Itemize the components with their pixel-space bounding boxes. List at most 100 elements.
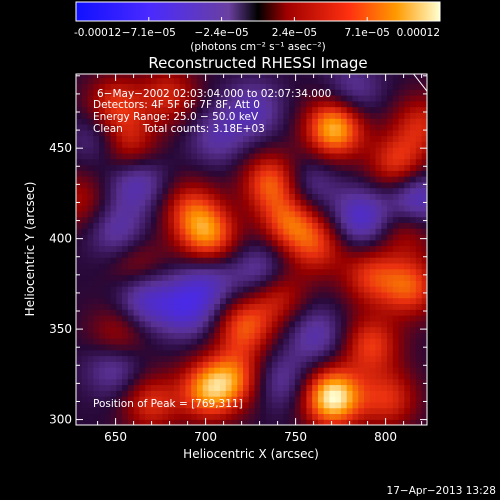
heatmap-cell xyxy=(387,170,394,177)
heatmap-cell xyxy=(202,170,210,177)
heatmap-cell xyxy=(369,123,377,131)
heatmap-cell xyxy=(364,222,371,229)
heatmap-cell xyxy=(104,390,112,397)
heatmap-cell xyxy=(340,193,348,200)
heatmap-cell xyxy=(323,83,331,90)
heatmap-cell xyxy=(231,106,238,113)
heatmap-cell xyxy=(133,280,140,287)
heatmap-cell xyxy=(352,303,359,310)
heatmap-cell xyxy=(289,274,296,281)
heatmap-cell xyxy=(300,262,307,270)
heatmap-cell xyxy=(127,222,135,229)
heatmap-cell xyxy=(283,291,290,299)
heatmap-cell xyxy=(340,152,348,160)
heatmap-cell xyxy=(260,176,267,183)
heatmap-cell xyxy=(415,193,423,200)
heatmap-cell xyxy=(202,204,210,212)
heatmap-cell xyxy=(352,251,359,258)
heatmap-cell xyxy=(369,112,377,119)
heatmap-cell xyxy=(202,100,210,108)
heatmap-cell xyxy=(220,291,227,299)
heatmap-cell xyxy=(116,407,123,415)
heatmap-cell xyxy=(271,407,279,415)
heatmap-cell xyxy=(421,355,427,362)
heatmap-cell xyxy=(196,164,204,171)
heatmap-cell xyxy=(116,204,123,212)
heatmap-cell xyxy=(387,419,394,425)
heatmap-cell xyxy=(415,390,423,397)
heatmap-cell xyxy=(340,378,348,386)
heatmap-cell xyxy=(202,251,210,258)
heatmap-cell xyxy=(231,274,238,281)
heatmap-cell xyxy=(168,320,175,328)
heatmap-cell xyxy=(99,274,106,281)
heatmap-cell xyxy=(398,251,405,258)
heatmap-cell xyxy=(243,135,250,142)
heatmap-cell xyxy=(156,164,163,171)
heatmap-cell xyxy=(392,401,400,409)
heatmap-cell xyxy=(214,320,221,328)
heatmap-cell xyxy=(196,152,204,160)
heatmap-cell xyxy=(352,129,359,137)
heatmap-cell xyxy=(352,390,359,397)
heatmap-cell xyxy=(179,123,187,131)
heatmap-cell xyxy=(300,326,307,333)
heatmap-cell xyxy=(173,245,181,252)
heatmap-cell xyxy=(214,106,221,113)
heatmap-cell xyxy=(156,199,163,206)
heatmap-cell xyxy=(283,222,290,229)
heatmap-cell xyxy=(358,268,365,276)
heatmap-cell xyxy=(162,89,169,96)
heatmap-cell xyxy=(156,210,163,218)
heatmap-cell xyxy=(254,297,261,305)
heatmap-cell xyxy=(358,413,365,420)
heatmap-cell xyxy=(358,74,365,79)
heatmap-cell xyxy=(133,309,140,316)
heatmap-cell xyxy=(277,239,284,247)
heatmap-cell xyxy=(81,251,89,258)
heatmap-cell xyxy=(104,222,112,229)
heatmap-cell xyxy=(364,303,371,310)
heatmap-cell xyxy=(145,257,152,264)
heatmap-cell xyxy=(300,228,307,235)
heatmap-cell xyxy=(369,77,377,85)
heatmap-cell xyxy=(110,401,117,409)
heatmap-cell xyxy=(312,291,319,299)
heatmap-cell xyxy=(173,314,181,322)
heatmap-cell xyxy=(208,83,215,90)
heatmap-cell xyxy=(306,262,313,270)
heatmap-cell xyxy=(76,158,83,166)
heatmap-cell xyxy=(387,216,394,223)
heatmap-cell xyxy=(271,326,279,333)
heatmap-cell xyxy=(254,89,261,96)
heatmap-cell xyxy=(139,245,146,252)
heatmap-cell xyxy=(99,384,106,391)
heatmap-cell xyxy=(248,100,256,108)
heatmap-cell xyxy=(369,239,377,247)
heatmap-cell xyxy=(300,141,307,148)
heatmap-cell xyxy=(179,106,187,113)
heatmap-cell xyxy=(214,77,221,85)
heatmap-cell xyxy=(260,141,267,148)
heatmap-cell xyxy=(381,158,388,166)
heatmap-cell xyxy=(323,413,331,420)
heatmap-cell xyxy=(202,280,210,287)
heatmap-cell xyxy=(76,222,83,229)
heatmap-cell xyxy=(410,355,417,362)
heatmap-cell xyxy=(277,338,284,345)
heatmap-cell xyxy=(346,118,354,125)
heatmap-cell xyxy=(254,320,261,328)
heatmap-cell xyxy=(358,210,365,218)
heatmap-cell xyxy=(294,245,302,252)
heatmap-cell xyxy=(133,199,140,206)
heatmap-cell xyxy=(289,419,296,425)
heatmap-cell xyxy=(329,326,336,333)
heatmap-cell xyxy=(415,123,423,131)
heatmap-cell xyxy=(243,297,250,305)
heatmap-cell xyxy=(191,309,198,316)
heatmap-cell xyxy=(289,268,296,276)
heatmap-cell xyxy=(196,297,204,305)
heatmap-cell xyxy=(404,303,411,310)
heatmap-cell xyxy=(116,384,123,391)
heatmap-cell xyxy=(93,129,100,137)
